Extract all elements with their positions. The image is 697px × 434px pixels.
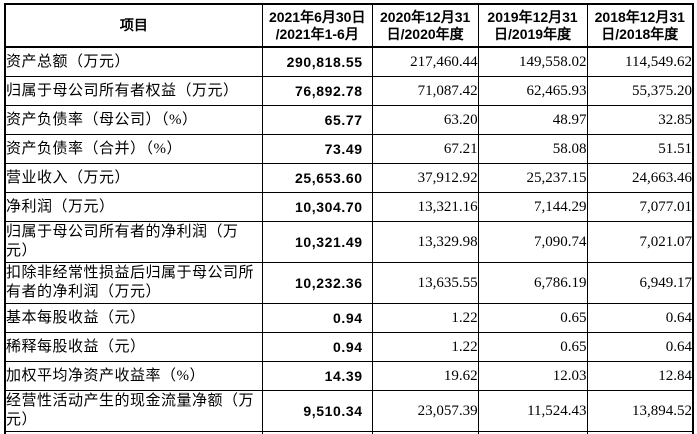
- col-header-period-2018: 2018年12月31 日/2018年度: [586, 3, 694, 48]
- cell-value: 7,090.74: [477, 221, 588, 263]
- row-label: 加权平均净资产收益率（%）: [4, 361, 263, 391]
- cell-value: 24,663.46: [586, 163, 694, 193]
- table-row: 资产负债率（母公司）（%） 65.77 63.20 48.97 32.85: [4, 105, 694, 135]
- cell-value: 23,057.39: [371, 390, 479, 432]
- row-label: 基本每股收益（元）: [4, 303, 263, 333]
- table-row: 基本每股收益（元） 0.94 1.22 0.65 0.64: [4, 303, 694, 333]
- table-row: 资产总额（万元） 290,818.55 217,460.44 149,558.02 11…: [4, 46, 694, 77]
- table-row: 归属于母公司所有者的净利润（万元） 10,321.49 13,329.98 7,090…: [4, 221, 694, 263]
- cell-value: 76,892.78: [261, 76, 373, 106]
- cell-value: 65.77: [261, 105, 373, 135]
- cell-value: 11,524.43: [477, 390, 588, 432]
- row-label: 扣除非经常性损益后归属于母公司所有者的净利润（万元）: [4, 262, 263, 304]
- cell-value: 7,077.01: [586, 192, 694, 222]
- cell-value: 10,232.36: [261, 262, 373, 304]
- cell-value: 51.51: [586, 134, 694, 164]
- col-header-period-2021: 2021年6月30日 /2021年1-6月: [261, 3, 373, 48]
- cell-value: 6,786.19: [477, 262, 588, 304]
- cell-value: 62,465.93: [477, 76, 588, 106]
- table-row: 资产负债率（合并）（%） 73.49 67.21 58.08 51.51: [4, 134, 694, 164]
- cell-value: –: [261, 431, 373, 434]
- cell-value: 3,066.00: [586, 431, 694, 434]
- cell-value: 1.22: [371, 303, 479, 333]
- table-row: 经营性活动产生的现金流量净额（万元） 9,510.34 23,057.39 11,52…: [4, 390, 694, 432]
- cell-value: 48.97: [477, 105, 588, 135]
- cell-value: 149,558.02: [477, 46, 588, 77]
- cell-value: 7,021.07: [586, 221, 694, 263]
- table-row: 净利润（万元） 10,304.70 13,321.16 7,144.29 7,077.0…: [4, 192, 694, 222]
- cell-value: 0.94: [261, 332, 373, 362]
- cell-value: 19.62: [371, 361, 479, 391]
- cell-value: 12.03: [477, 361, 588, 391]
- cell-value: 58.08: [477, 134, 588, 164]
- cell-value: 10,304.70: [261, 192, 373, 222]
- row-label: 现金分红（万元）: [4, 431, 263, 434]
- table-row: 归属于母公司所有者权益（万元） 76,892.78 71,087.42 62,465.…: [4, 76, 694, 106]
- cell-value: 7,144.29: [477, 192, 588, 222]
- cell-value: 25,237.15: [477, 163, 588, 193]
- cell-value: 114,549.62: [586, 46, 694, 77]
- cell-value: 10,321.49: [261, 221, 373, 263]
- cell-value: 13,321.16: [371, 192, 479, 222]
- cell-value: 0.64: [586, 332, 694, 362]
- row-label: 净利润（万元）: [4, 192, 263, 222]
- cell-value: 0.65: [477, 332, 588, 362]
- table-header: 项目 2021年6月30日 /2021年1-6月 2020年12月31 日/20…: [4, 3, 694, 48]
- table-row: 现金分红（万元）–4,708.50-3,066.00: [4, 431, 694, 434]
- cell-value: 13,894.52: [586, 390, 694, 432]
- row-label: 资产负债率（合并）（%）: [4, 134, 263, 164]
- cell-value: 71,087.42: [371, 76, 479, 106]
- cell-value: 37,912.92: [371, 163, 479, 193]
- cell-value: 0.64: [586, 303, 694, 333]
- row-label: 资产总额（万元）: [4, 46, 263, 77]
- cell-value: 0.65: [477, 303, 588, 333]
- cell-value: 9,510.34: [261, 390, 373, 432]
- col-header-period-2019: 2019年12月31 日/2019年度: [477, 3, 588, 48]
- cell-value: 73.49: [261, 134, 373, 164]
- cell-value: 55,375.20: [586, 76, 694, 106]
- row-label: 归属于母公司所有者的净利润（万元）: [4, 221, 263, 263]
- row-label: 稀释每股收益（元）: [4, 332, 263, 362]
- row-label: 资产负债率（母公司）（%）: [4, 105, 263, 135]
- row-label: 经营性活动产生的现金流量净额（万元）: [4, 390, 263, 432]
- cell-value: 0.94: [261, 303, 373, 333]
- cell-value: 63.20: [371, 105, 479, 135]
- row-label: 归属于母公司所有者权益（万元）: [4, 76, 263, 106]
- cell-value: 32.85: [586, 105, 694, 135]
- table-body: 资产总额（万元） 290,818.55 217,460.44 149,558.02 11…: [4, 46, 694, 434]
- cell-value: 1.22: [371, 332, 479, 362]
- cell-value: 13,635.55: [371, 262, 479, 304]
- financial-summary-table: 项目 2021年6月30日 /2021年1-6月 2020年12月31 日/20…: [4, 3, 694, 434]
- cell-value: 12.84: [586, 361, 694, 391]
- col-header-period-2020: 2020年12月31 日/2020年度: [371, 3, 479, 48]
- table-row: 扣除非经常性损益后归属于母公司所有者的净利润（万元） 10,232.36 13,63…: [4, 262, 694, 304]
- cell-value: 13,329.98: [371, 221, 479, 263]
- cell-value: 14.39: [261, 361, 373, 391]
- cell-value: 217,460.44: [371, 46, 479, 77]
- table-row: 加权平均净资产收益率（%） 14.39 19.62 12.03 12.84: [4, 361, 694, 391]
- cell-value: 25,653.60: [261, 163, 373, 193]
- row-label: 营业收入（万元）: [4, 163, 263, 193]
- col-header-item: 项目: [4, 3, 263, 48]
- table-row: 营业收入（万元） 25,653.60 37,912.92 25,237.15 24,66…: [4, 163, 694, 193]
- header-row: 项目 2021年6月30日 /2021年1-6月 2020年12月31 日/20…: [4, 3, 694, 48]
- table-row: 稀释每股收益（元） 0.94 1.22 0.65 0.64: [4, 332, 694, 362]
- cell-value: 290,818.55: [261, 46, 373, 77]
- cell-value: 6,949.17: [586, 262, 694, 304]
- cell-value: 67.21: [371, 134, 479, 164]
